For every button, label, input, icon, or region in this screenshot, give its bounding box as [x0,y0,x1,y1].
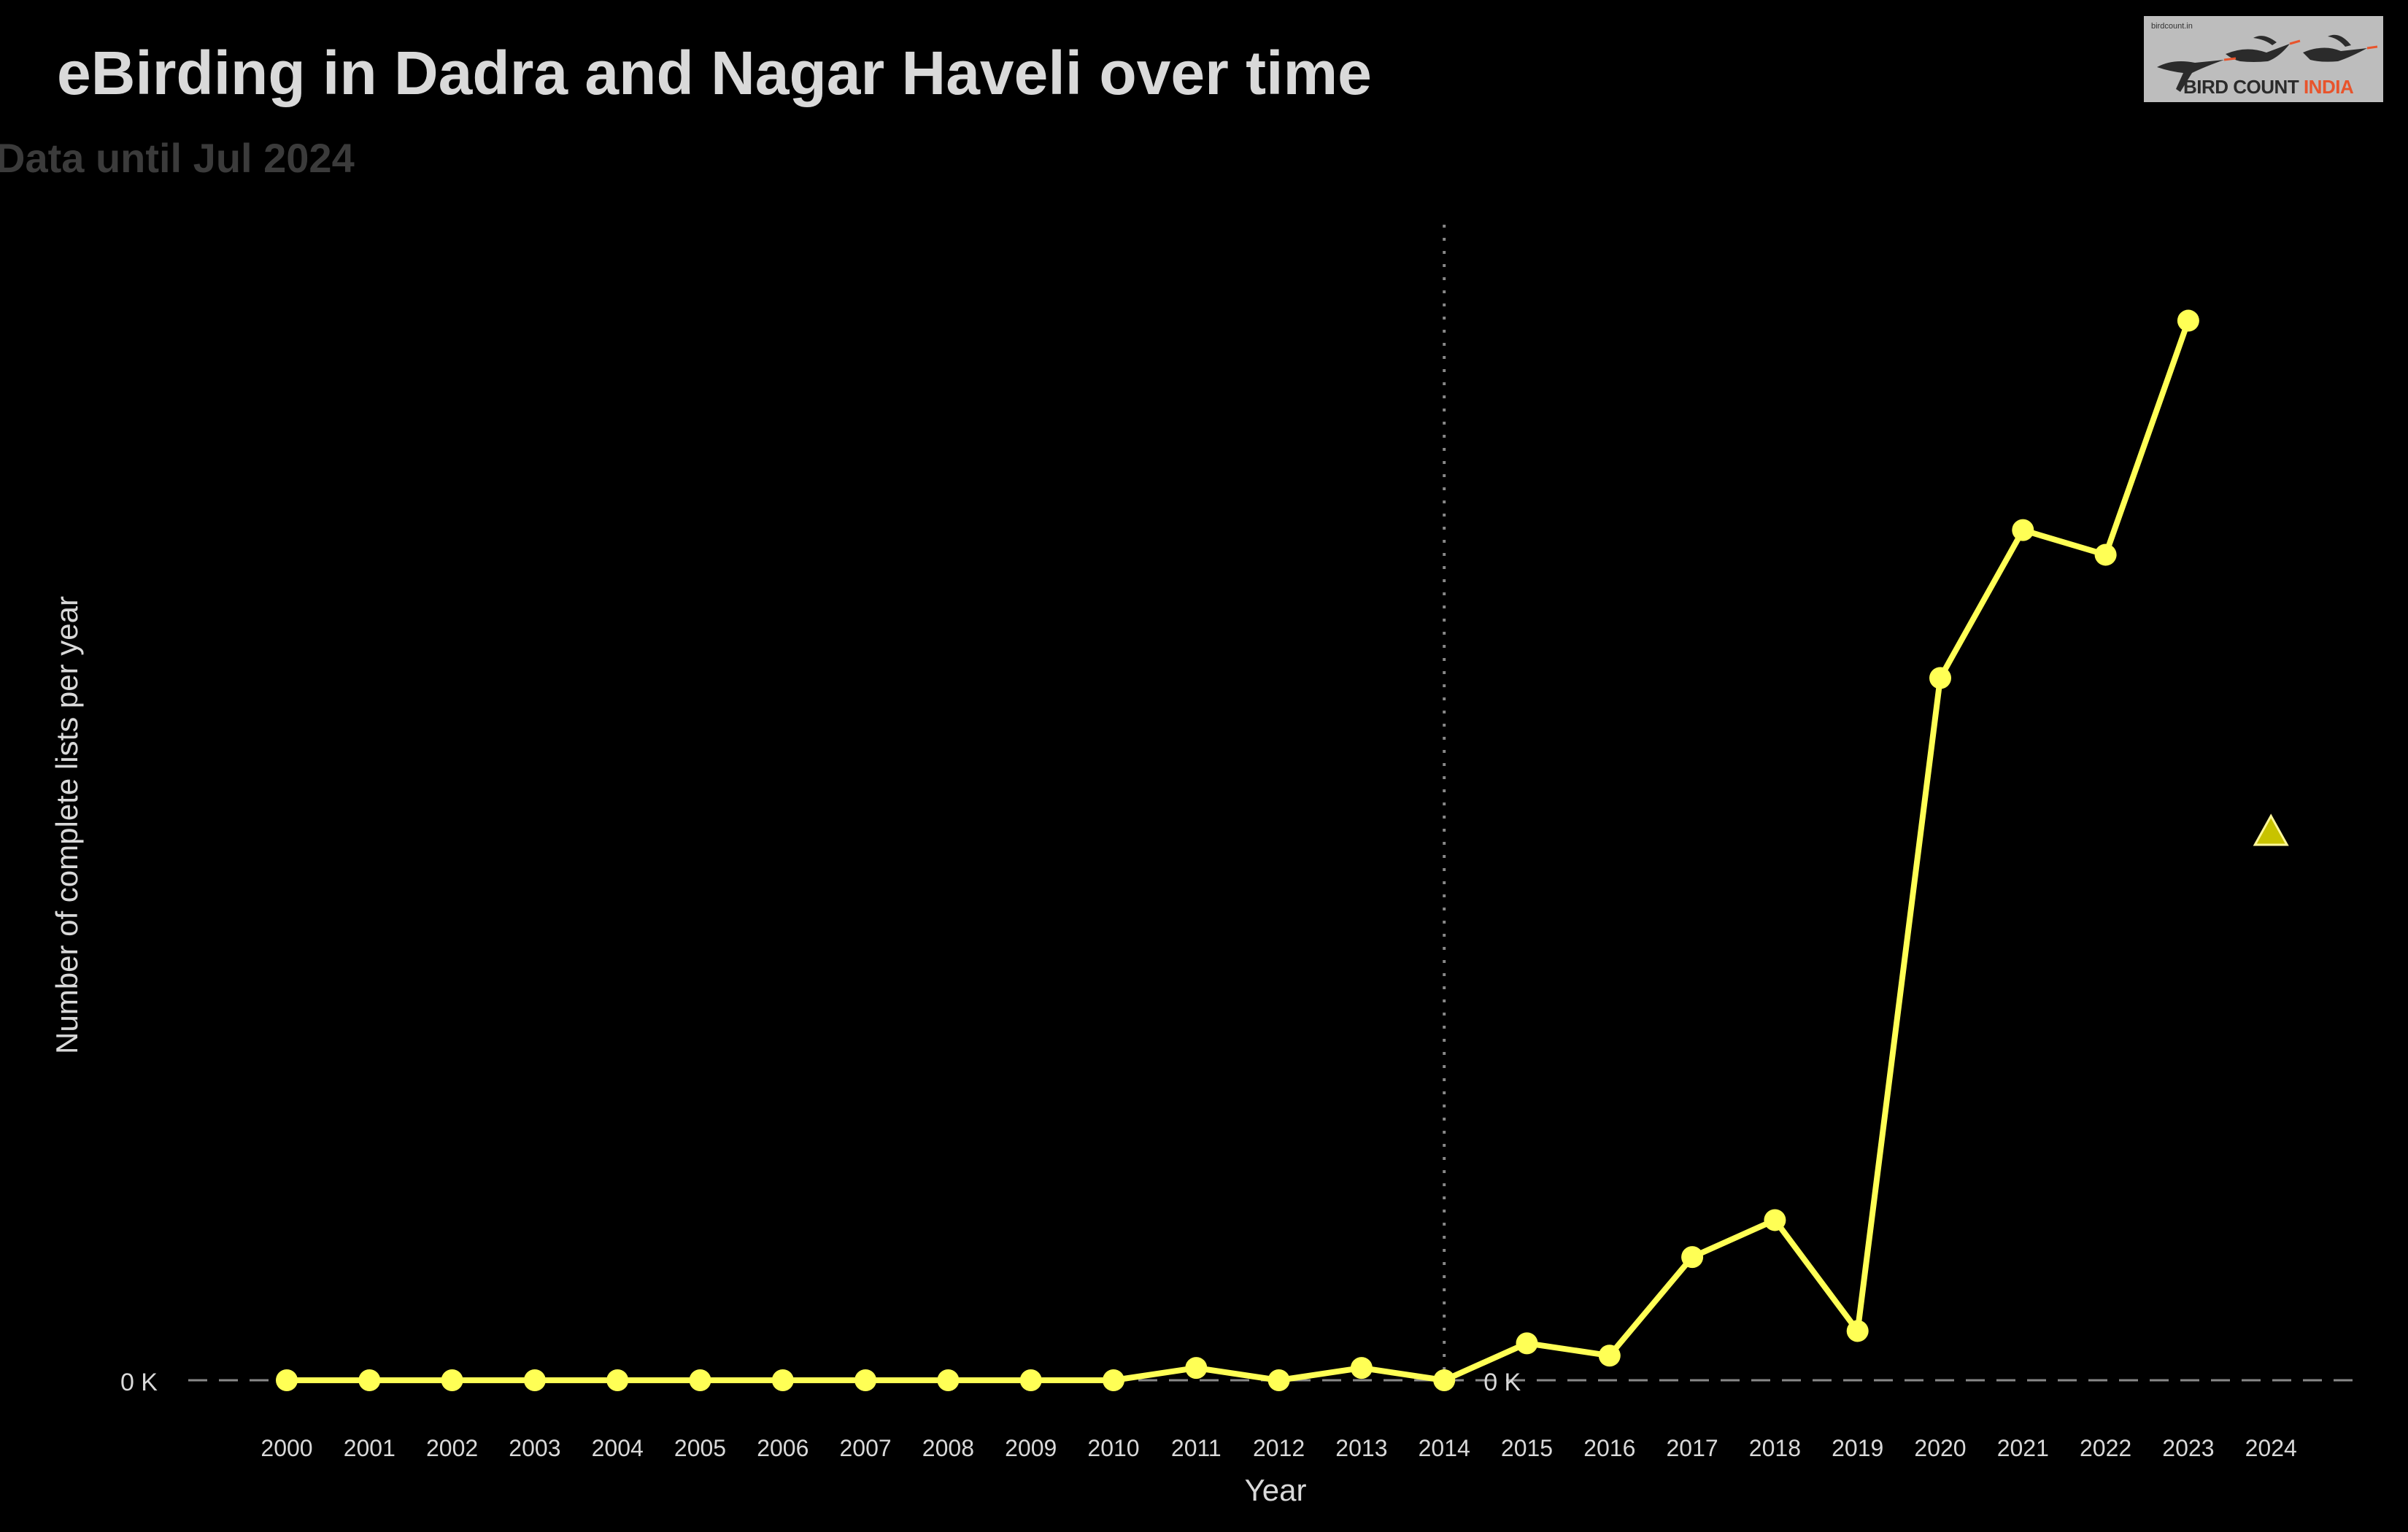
data-point-2009 [1019,1369,1042,1391]
chart-subtitle: Data until Jul 2024 [0,135,355,181]
data-point-2007 [854,1369,877,1391]
data-point-2004 [606,1369,629,1391]
x-tick-label-2017: 2017 [1667,1435,1718,1461]
x-tick-label-2003: 2003 [509,1435,560,1461]
data-point-2003 [523,1369,546,1391]
data-point-2000 [276,1369,298,1391]
x-tick-label-2018: 2018 [1749,1435,1801,1461]
x-tick-label-2010: 2010 [1087,1435,1139,1461]
x-axis-label: Year [1245,1473,1307,1507]
data-point-2023 [2177,309,2199,332]
data-point-2021 [2012,519,2034,541]
data-point-2022 [2094,543,2117,566]
logo-word-india: INDIA [2303,76,2354,98]
x-tick-label-2022: 2022 [2080,1435,2131,1461]
x-tick-label-2004: 2004 [592,1435,644,1461]
x-tick-label-2015: 2015 [1501,1435,1553,1461]
data-point-2016 [1598,1345,1621,1367]
x-tick-label-2013: 2013 [1335,1435,1387,1461]
x-tick-label-2000: 2000 [261,1435,312,1461]
x-tick-label-2014: 2014 [1419,1435,1470,1461]
x-tick-label-2016: 2016 [1583,1435,1635,1461]
x-tick-label-2008: 2008 [922,1435,974,1461]
data-point-2017 [1681,1246,1704,1269]
y-axis-label: Number of complete lists per year [50,596,84,1054]
data-point-2015 [1516,1332,1538,1355]
x-tick-label-2007: 2007 [840,1435,892,1461]
data-point-2014 [1433,1369,1456,1391]
x-tick-label-2021: 2021 [1997,1435,2049,1461]
data-point-2011 [1185,1357,1208,1380]
axis-ticks-layer: 0 K 0 K 2000 2001 2002 2003 2004 2005 2006 2007 20… [120,1369,2297,1461]
x-tick-label-2019: 2019 [1832,1435,1883,1461]
x-tick-label-2024: 2024 [2245,1435,2297,1461]
data-point-2001 [358,1369,381,1391]
birds-icon [2157,34,2378,92]
data-point-2019 [1846,1320,1869,1342]
data-point-2012 [1267,1369,1290,1391]
x-tick-label-2006: 2006 [757,1435,809,1461]
x-tick-label-2023: 2023 [2162,1435,2214,1461]
data-point-2008 [937,1369,960,1391]
x-tick-label-2020: 2020 [1914,1435,1966,1461]
x-tick-label-2009: 2009 [1005,1435,1057,1461]
logo-small-text: birdcount.in [2151,22,2193,31]
x-tick-label-2012: 2012 [1253,1435,1305,1461]
projected-point-2024 [2253,813,2289,846]
data-point-2005 [689,1369,711,1391]
reference-value-label: 0 K [1483,1369,1521,1396]
bird-count-india-logo: birdcount.in BIRD COUNT INDIA [2144,16,2383,102]
chart-title: eBirding in Dadra and Nagar Haveli over … [57,39,1372,107]
data-point-2010 [1103,1369,1124,1391]
data-point-2013 [1350,1357,1373,1380]
data-points-layer [276,309,2289,1391]
data-point-2006 [771,1369,794,1391]
x-tick-label-2005: 2005 [674,1435,726,1461]
logo-word-bird-count: BIRD COUNT [2183,76,2299,98]
data-point-2002 [441,1369,463,1391]
x-tick-label-2002: 2002 [426,1435,478,1461]
series-line [284,317,2191,1383]
series-line-layer [284,317,2191,1383]
logo-wordmark: BIRD COUNT INDIA [2144,76,2383,98]
y-tick-label-0: 0 K [120,1369,158,1396]
data-point-2018 [1764,1209,1786,1231]
x-tick-label-2011: 2011 [1171,1435,1222,1461]
x-tick-label-2001: 2001 [344,1435,395,1461]
reference-layer [188,225,2364,1393]
data-point-2020 [1929,667,1951,689]
